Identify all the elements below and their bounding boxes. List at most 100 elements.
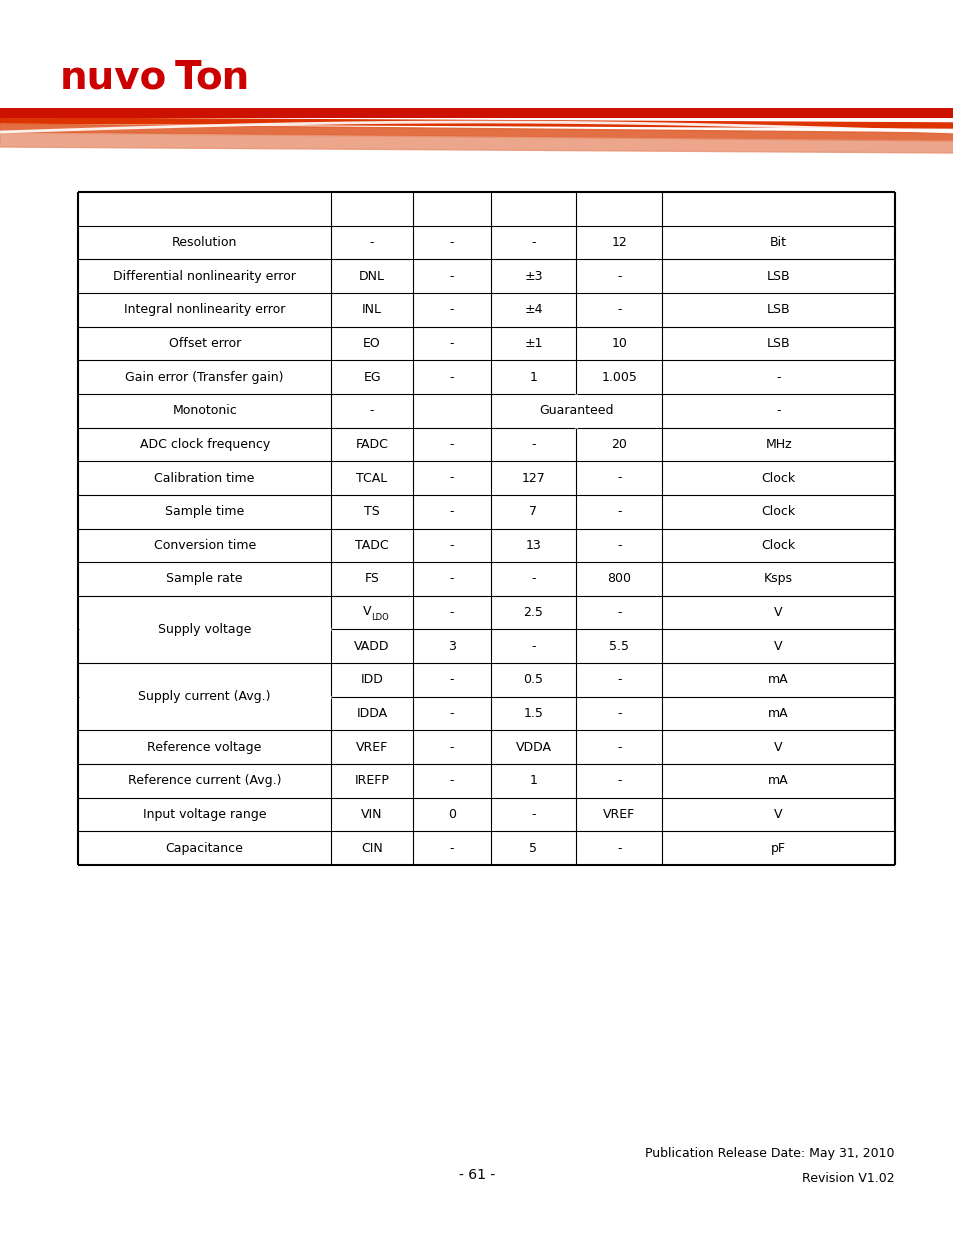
Text: Input voltage range: Input voltage range: [143, 808, 266, 821]
Text: -: -: [449, 708, 454, 720]
Text: 127: 127: [521, 472, 545, 484]
Text: -: -: [449, 236, 454, 249]
Text: 0: 0: [447, 808, 456, 821]
Text: Offset error: Offset error: [169, 337, 240, 350]
Text: 800: 800: [607, 573, 631, 585]
Text: Reference voltage: Reference voltage: [148, 741, 261, 753]
Text: 10: 10: [611, 337, 626, 350]
Text: EO: EO: [363, 337, 380, 350]
Text: -: -: [449, 505, 454, 519]
Text: Revision V1.02: Revision V1.02: [801, 1172, 894, 1186]
Text: V: V: [774, 741, 782, 753]
Text: -: -: [449, 741, 454, 753]
Text: DNL: DNL: [358, 269, 385, 283]
Text: FADC: FADC: [355, 438, 388, 451]
Text: Differential nonlinearity error: Differential nonlinearity error: [113, 269, 295, 283]
Text: Supply voltage: Supply voltage: [158, 622, 251, 636]
Text: TS: TS: [364, 505, 379, 519]
Text: CIN: CIN: [361, 842, 382, 855]
Text: nuvo: nuvo: [60, 59, 167, 98]
Text: -: -: [449, 842, 454, 855]
Text: Clock: Clock: [760, 472, 795, 484]
Text: -: -: [617, 606, 620, 619]
Text: -: -: [617, 774, 620, 788]
Text: Guaranteed: Guaranteed: [538, 404, 613, 417]
Text: 12: 12: [611, 236, 626, 249]
Text: IREFP: IREFP: [355, 774, 389, 788]
Text: on: on: [194, 59, 249, 98]
Text: -: -: [617, 472, 620, 484]
Text: -: -: [617, 505, 620, 519]
Text: 20: 20: [611, 438, 626, 451]
Text: 2.5: 2.5: [523, 606, 543, 619]
Text: Reference current (Avg.): Reference current (Avg.): [128, 774, 281, 788]
Text: -: -: [370, 404, 374, 417]
Text: -: -: [449, 673, 454, 687]
Text: -: -: [531, 640, 536, 653]
Text: - 61 -: - 61 -: [458, 1168, 495, 1182]
Text: -: -: [449, 438, 454, 451]
Text: Sample rate: Sample rate: [166, 573, 243, 585]
Text: VIN: VIN: [361, 808, 382, 821]
Text: Bit: Bit: [769, 236, 786, 249]
Text: TADC: TADC: [355, 538, 389, 552]
Text: -: -: [449, 269, 454, 283]
Text: LSB: LSB: [766, 337, 790, 350]
Text: LDO: LDO: [372, 613, 389, 621]
Text: -: -: [617, 842, 620, 855]
Text: V: V: [363, 605, 372, 618]
Text: mA: mA: [767, 774, 788, 788]
Text: 1.005: 1.005: [600, 370, 637, 384]
Text: Calibration time: Calibration time: [154, 472, 254, 484]
Text: -: -: [617, 304, 620, 316]
Text: Integral nonlinearity error: Integral nonlinearity error: [124, 304, 285, 316]
Text: Conversion time: Conversion time: [153, 538, 255, 552]
Text: Clock: Clock: [760, 505, 795, 519]
Bar: [0, 107, 953, 119]
Text: 0.5: 0.5: [523, 673, 543, 687]
Text: -: -: [617, 673, 620, 687]
Text: IDD: IDD: [360, 673, 383, 687]
Text: -: -: [617, 538, 620, 552]
Text: -: -: [617, 269, 620, 283]
Text: VDDA: VDDA: [515, 741, 551, 753]
Text: V: V: [774, 606, 782, 619]
Text: -: -: [449, 337, 454, 350]
Text: Ksps: Ksps: [763, 573, 792, 585]
Text: T: T: [174, 59, 201, 98]
Text: LSB: LSB: [766, 269, 790, 283]
Text: Sample time: Sample time: [165, 505, 244, 519]
Text: ±3: ±3: [524, 269, 542, 283]
Text: -: -: [531, 438, 536, 451]
Text: -: -: [449, 774, 454, 788]
Text: 3: 3: [447, 640, 456, 653]
Text: 1: 1: [529, 370, 537, 384]
Text: -: -: [449, 606, 454, 619]
Text: VREF: VREF: [355, 741, 388, 753]
Text: TCAL: TCAL: [356, 472, 387, 484]
Text: 1: 1: [529, 774, 537, 788]
Text: 7: 7: [529, 505, 537, 519]
Text: mA: mA: [767, 673, 788, 687]
Text: 5: 5: [529, 842, 537, 855]
Text: ±1: ±1: [524, 337, 542, 350]
Text: MHz: MHz: [764, 438, 791, 451]
Text: -: -: [531, 236, 536, 249]
Text: IDDA: IDDA: [356, 708, 387, 720]
Text: -: -: [531, 573, 536, 585]
Text: Gain error (Transfer gain): Gain error (Transfer gain): [125, 370, 284, 384]
Text: pF: pF: [770, 842, 785, 855]
Text: -: -: [449, 370, 454, 384]
Text: Resolution: Resolution: [172, 236, 237, 249]
Text: Clock: Clock: [760, 538, 795, 552]
Text: VREF: VREF: [602, 808, 635, 821]
Text: Publication Release Date: May 31, 2010: Publication Release Date: May 31, 2010: [645, 1147, 894, 1160]
Text: mA: mA: [767, 708, 788, 720]
Text: ADC clock frequency: ADC clock frequency: [139, 438, 270, 451]
Text: 13: 13: [525, 538, 540, 552]
Text: INL: INL: [362, 304, 382, 316]
Text: LSB: LSB: [766, 304, 790, 316]
Text: -: -: [449, 573, 454, 585]
Text: VADD: VADD: [354, 640, 390, 653]
Text: -: -: [531, 808, 536, 821]
